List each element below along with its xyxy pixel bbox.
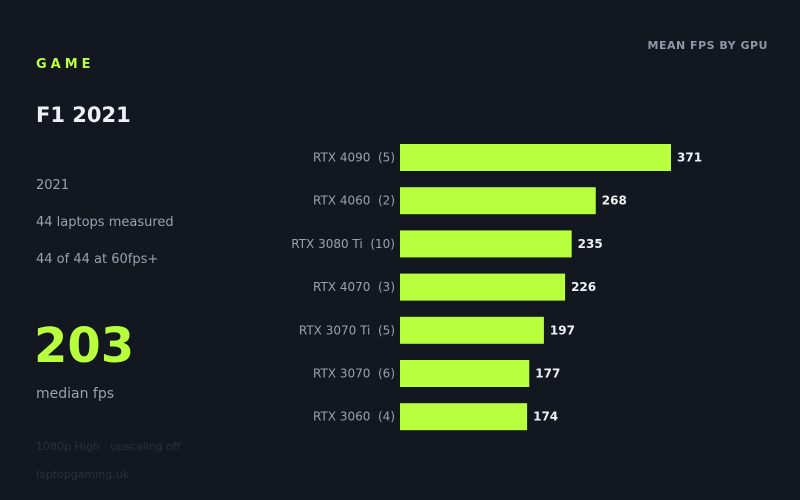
category-label: RTX 4090 (5) <box>313 151 395 165</box>
section-label: GAME <box>36 57 95 72</box>
median-fps-caption: median fps <box>36 386 115 402</box>
bar <box>400 273 566 301</box>
release-year: 2021 <box>36 178 70 193</box>
chart-title: MEAN FPS BY GPU <box>647 39 768 52</box>
game-title: F1 2021 <box>36 103 131 127</box>
bar <box>400 230 572 258</box>
value-label: 197 <box>550 323 575 337</box>
bar <box>400 316 544 344</box>
bar <box>400 403 528 431</box>
value-label: 174 <box>533 410 558 424</box>
sixty-fps-count: 44 of 44 at 60fps+ <box>36 252 159 267</box>
value-label: 226 <box>571 280 596 294</box>
bar <box>400 187 596 215</box>
source-credit: laptopgaming.uk <box>36 468 130 481</box>
value-label: 235 <box>578 237 603 251</box>
category-label: RTX 4070 (3) <box>313 280 395 294</box>
value-label: 177 <box>535 367 560 381</box>
value-label: 371 <box>677 151 702 165</box>
median-fps-value: 203 <box>34 318 135 374</box>
bar <box>400 144 671 171</box>
category-label: RTX 3070 Ti (5) <box>299 323 395 337</box>
bar <box>400 360 530 387</box>
settings-note: 1080p High · upscaling off <box>36 440 181 453</box>
category-label: RTX 3070 (6) <box>313 367 395 381</box>
category-label: RTX 3080 Ti (10) <box>291 237 395 251</box>
category-label: RTX 4060 (2) <box>313 194 395 208</box>
laptops-measured: 44 laptops measured <box>36 215 174 230</box>
category-label: RTX 3060 (4) <box>313 410 395 424</box>
value-label: 268 <box>602 194 627 208</box>
